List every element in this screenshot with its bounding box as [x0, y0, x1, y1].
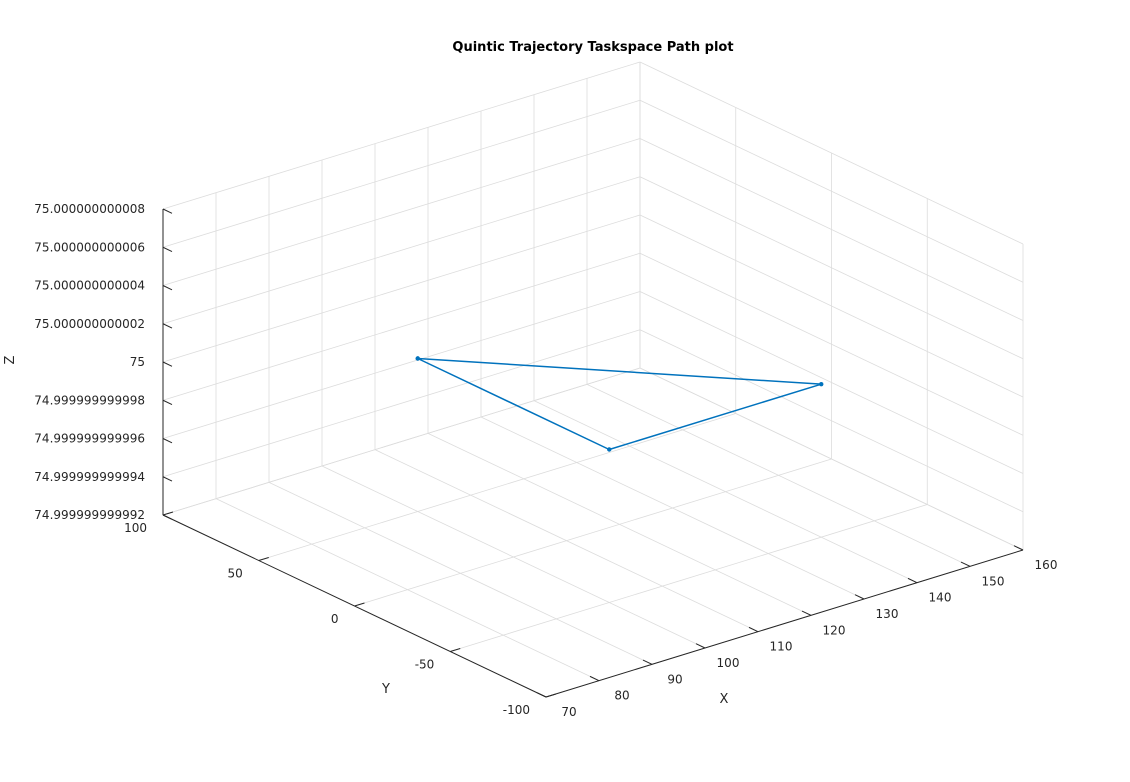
grid-line-side-z — [639, 99, 1024, 283]
data-point — [607, 447, 612, 452]
y-tick — [354, 602, 365, 607]
y-tick — [545, 693, 557, 698]
y-tick-label: -50 — [415, 658, 435, 672]
grid-line-back-z — [162, 214, 641, 363]
y-tick — [162, 511, 174, 516]
y-tick — [258, 557, 269, 561]
x-tick-label: 100 — [717, 656, 740, 670]
y-axis-label: Y — [381, 682, 390, 697]
grid-line-side-z — [639, 252, 1024, 436]
z-tick — [162, 323, 173, 329]
grid-line-side-z — [639, 176, 1024, 360]
grid-line-back-z — [162, 99, 641, 248]
x-tick — [536, 692, 547, 698]
x-tick-label: 70 — [561, 705, 576, 719]
grid-line-back-z — [162, 138, 641, 286]
x-tick — [854, 594, 865, 600]
z-tick — [162, 514, 173, 520]
z-tick — [162, 246, 173, 253]
chart-title: Quintic Trajectory Taskspace Path plot — [452, 40, 733, 55]
grid-line-back-z — [162, 61, 641, 210]
z-tick — [162, 476, 173, 482]
z-tick-label: 74.999999999994 — [34, 470, 145, 484]
grid-line-floor-y — [354, 458, 832, 607]
grid-line-back-z — [162, 367, 641, 516]
x-axis-label: X — [720, 692, 729, 707]
x-tick-label: 80 — [614, 689, 629, 703]
y-tick-label: -100 — [503, 703, 530, 717]
z-axis-label: Z — [3, 355, 18, 364]
y-tick-label: 100 — [124, 521, 147, 535]
grid-line-floor-y — [450, 504, 928, 652]
z-tick-label: 74.999999999992 — [34, 508, 145, 522]
z-tick — [162, 285, 173, 291]
data-point — [415, 356, 420, 361]
x-tick-label: 150 — [982, 574, 1005, 588]
z-tick-label: 75.000000000006 — [34, 240, 145, 254]
x-tick — [1013, 545, 1024, 551]
z-tick-label: 75.000000000008 — [34, 202, 145, 216]
series — [415, 356, 824, 452]
z-tick-label: 74.999999999996 — [34, 432, 145, 446]
grid-line-floor-y — [258, 413, 736, 561]
grid-line-back-z — [162, 176, 641, 325]
series-line — [417, 357, 822, 451]
x-tick-label: 130 — [876, 607, 899, 621]
x-tick-label: 90 — [667, 672, 682, 686]
x-axis-line — [545, 549, 1024, 698]
grid-line-back-z — [162, 252, 641, 401]
x-tick-label: 110 — [770, 640, 793, 654]
z-tick — [162, 361, 173, 367]
y-tick — [450, 648, 461, 652]
tick-labels: 70 80 90 100 110 120 130 140 150 160 -100 -50 0 50 100… — [34, 202, 1057, 719]
data-point — [819, 381, 824, 387]
z-tick — [162, 438, 173, 444]
z-tick-label: 75 — [130, 355, 145, 369]
x-tick-label: 140 — [929, 591, 952, 605]
z-tick — [162, 208, 173, 214]
y-tick-label: 50 — [228, 567, 243, 581]
grid-line-side-z — [639, 214, 1024, 398]
z-tick-label: 75.000000000002 — [34, 317, 145, 331]
x-tick — [748, 626, 759, 633]
grid-line-side-z — [639, 61, 1024, 245]
grid-line-side-z — [639, 291, 1024, 474]
grid-line-side-z — [639, 138, 1024, 321]
grid-line-side-z — [639, 329, 1024, 513]
x-tick-label: 160 — [1035, 558, 1058, 572]
x-tick — [642, 659, 653, 665]
x-tick — [960, 561, 971, 567]
x-tick-label: 120 — [823, 623, 846, 637]
x-tick — [907, 577, 918, 584]
z-tick-label: 74.999999999998 — [34, 393, 145, 407]
axes — [162, 208, 1024, 698]
z-tick-label: 75.000000000004 — [34, 279, 145, 293]
z-tick — [162, 399, 173, 406]
x-tick — [589, 675, 600, 682]
x-tick — [695, 643, 706, 649]
grid-line-back-z — [162, 329, 641, 478]
x-tick — [801, 610, 812, 616]
y-tick-label: 0 — [331, 612, 339, 626]
grid-line-side-z — [639, 367, 1024, 551]
grid-line-back-z — [162, 291, 641, 439]
